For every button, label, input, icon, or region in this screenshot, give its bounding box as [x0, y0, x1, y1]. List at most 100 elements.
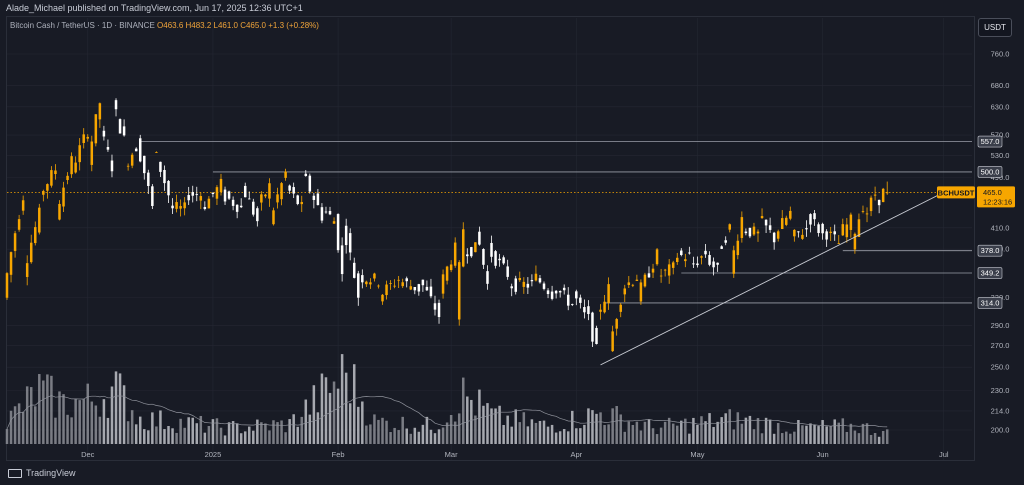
candle-body — [102, 130, 106, 137]
volume-bar — [179, 418, 182, 444]
time-tick-label: Apr — [570, 450, 582, 459]
candle — [264, 193, 267, 199]
candle — [760, 208, 764, 220]
candle — [223, 186, 227, 205]
candle — [219, 173, 223, 196]
volume-bar — [861, 423, 865, 444]
candle — [546, 288, 550, 299]
candle-body — [288, 185, 291, 191]
volume-bar — [720, 417, 723, 444]
volume-bar — [837, 422, 841, 444]
candle-body — [42, 191, 45, 195]
volume-bar — [740, 423, 744, 444]
candle — [849, 212, 853, 238]
candle — [772, 231, 776, 250]
candle — [381, 293, 384, 305]
tradingview-brand[interactable]: TradingView — [8, 468, 76, 479]
volume-bar — [203, 432, 207, 444]
level-badge-box — [977, 297, 1003, 309]
volume-bar — [857, 433, 861, 444]
candle — [833, 224, 836, 241]
candle-body — [841, 224, 845, 236]
candle — [518, 271, 522, 282]
volume-bar — [320, 373, 324, 444]
volume-ma-line — [6, 395, 888, 430]
candle — [280, 181, 283, 206]
candle — [809, 213, 812, 233]
candle-body — [369, 282, 372, 285]
candle — [308, 173, 312, 194]
candle — [215, 185, 219, 206]
candle-body — [94, 114, 98, 144]
volume-bar — [13, 406, 17, 444]
volume-bar — [566, 431, 570, 444]
candle-body — [716, 262, 719, 265]
candle-body — [510, 286, 513, 289]
level-price-badge: 378.0 — [977, 244, 1003, 257]
candle-body — [90, 141, 94, 165]
volume-bar — [562, 429, 566, 444]
volume-bar — [324, 377, 328, 444]
volume-bar — [58, 391, 61, 444]
candle-body — [607, 284, 610, 304]
candle-body — [566, 294, 570, 306]
volume-bar — [732, 429, 736, 444]
candle-body — [845, 224, 849, 238]
volume-bar — [692, 417, 695, 444]
candle — [288, 184, 291, 194]
volume-bar — [110, 386, 114, 444]
volume-bar — [797, 420, 800, 444]
candle — [385, 280, 388, 300]
volume-bar — [361, 401, 364, 444]
candle-body — [518, 277, 522, 281]
candle — [647, 266, 651, 278]
volume-bar — [744, 417, 748, 444]
time-tick-label: Dec — [81, 450, 95, 459]
candle — [865, 207, 869, 223]
currency-button[interactable]: USDT — [978, 18, 1012, 37]
candle — [575, 289, 578, 306]
level-badge-box — [977, 267, 1003, 279]
candle-body — [433, 303, 437, 310]
volume-bar — [122, 385, 126, 444]
candle — [526, 277, 530, 295]
volume-bar — [175, 432, 178, 444]
candle — [655, 247, 659, 266]
candle-body — [453, 242, 457, 266]
price-tick-label: 410.0 — [991, 223, 1010, 232]
volume-bar — [643, 421, 647, 444]
candle — [692, 256, 695, 268]
candle-body — [801, 234, 804, 239]
volume-bar — [74, 398, 77, 444]
level-badge-box — [977, 135, 1003, 148]
volume-bar — [526, 426, 530, 444]
volume-bar — [595, 413, 598, 444]
volume-bar — [138, 416, 142, 444]
volume-bar — [171, 428, 174, 444]
volume-bar — [546, 426, 550, 444]
candle-body — [603, 301, 606, 313]
candle — [780, 210, 784, 230]
last-price-badge: BCHUSDT 465.012:23:16 — [937, 186, 1015, 208]
candle-body — [583, 307, 586, 313]
volume-bar — [486, 403, 489, 444]
candle — [708, 251, 711, 267]
candle-body — [46, 184, 49, 191]
candle — [316, 188, 320, 206]
candle-body — [320, 207, 324, 221]
volume-bar — [680, 420, 683, 444]
candle — [29, 234, 33, 264]
volume-bar — [478, 389, 481, 444]
candle-body — [449, 264, 453, 271]
candle — [845, 218, 849, 243]
candle — [643, 272, 647, 288]
candle-body — [284, 171, 287, 178]
volume-bar — [768, 419, 772, 444]
candle — [841, 218, 845, 236]
candle — [700, 255, 703, 265]
candle — [490, 235, 493, 263]
candle-body — [805, 228, 808, 230]
candle — [227, 190, 231, 201]
candle — [591, 311, 594, 348]
